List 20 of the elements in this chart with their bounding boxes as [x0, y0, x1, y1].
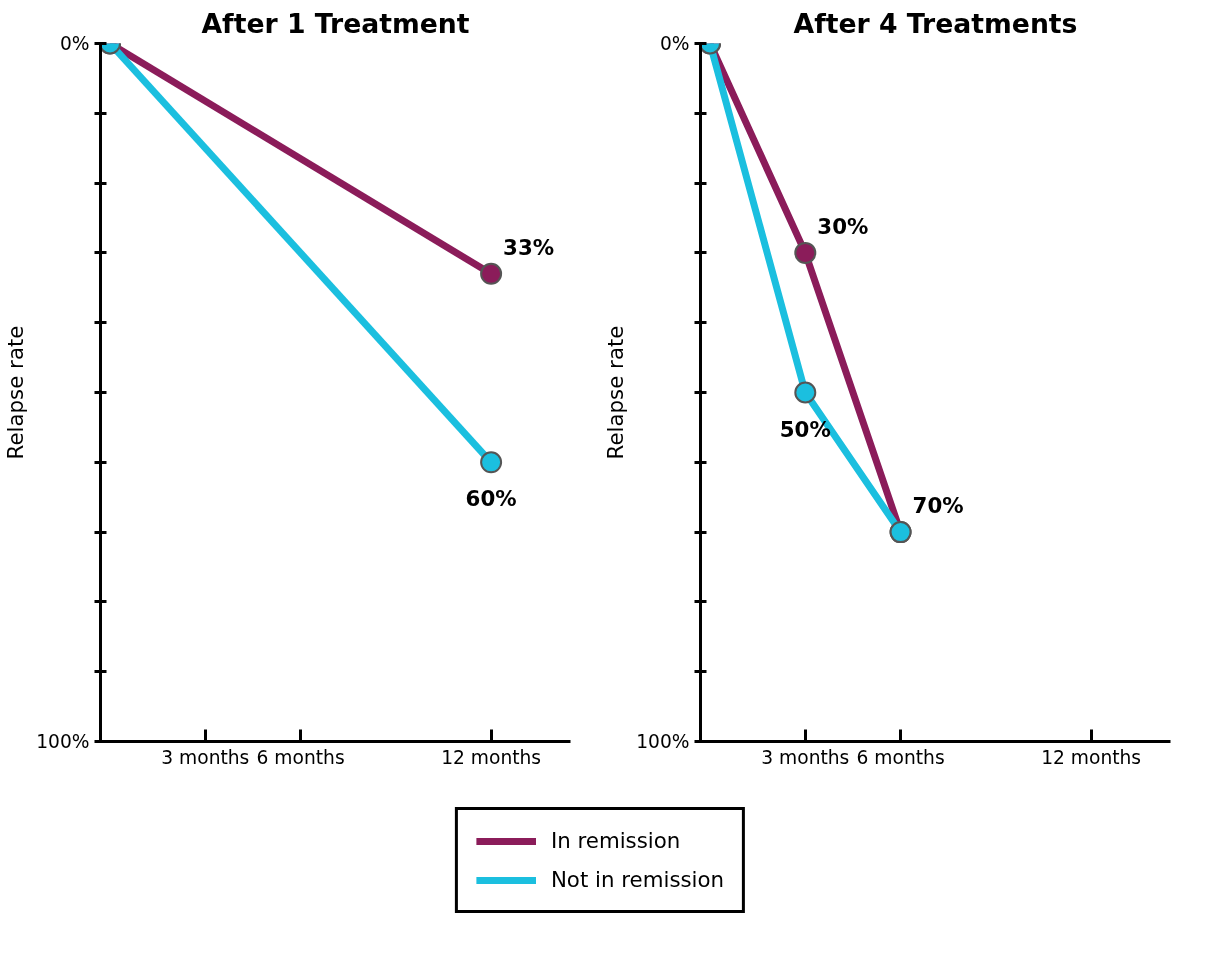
data-label: 60%	[465, 486, 517, 512]
x-tick-label: 3 months	[761, 746, 850, 768]
legend-label: Not in remission	[550, 867, 725, 892]
chart-title: After 1 Treatment	[201, 7, 470, 39]
chart-title: After 4 Treatments	[793, 7, 1078, 39]
x-tick-label: 3 months	[161, 746, 250, 768]
x-tick-label: 12 months	[1041, 746, 1142, 768]
y-tick-label: 100%	[36, 731, 90, 752]
data-label: 30%	[817, 213, 869, 239]
y-tick-label: 0%	[59, 33, 90, 54]
data-label: 70%	[912, 493, 964, 519]
y-tick-label: 0%	[659, 33, 690, 54]
y-axis-title: Relapse rate	[3, 325, 29, 460]
x-tick-label: 12 months	[441, 746, 542, 768]
y-axis-title: Relapse rate	[603, 325, 629, 460]
legend-label: In remission	[550, 828, 681, 853]
data-label: 33%	[503, 234, 555, 260]
y-tick-label: 100%	[636, 731, 690, 752]
x-tick-label: 6 months	[856, 746, 945, 768]
x-tick-label: 6 months	[256, 746, 345, 768]
